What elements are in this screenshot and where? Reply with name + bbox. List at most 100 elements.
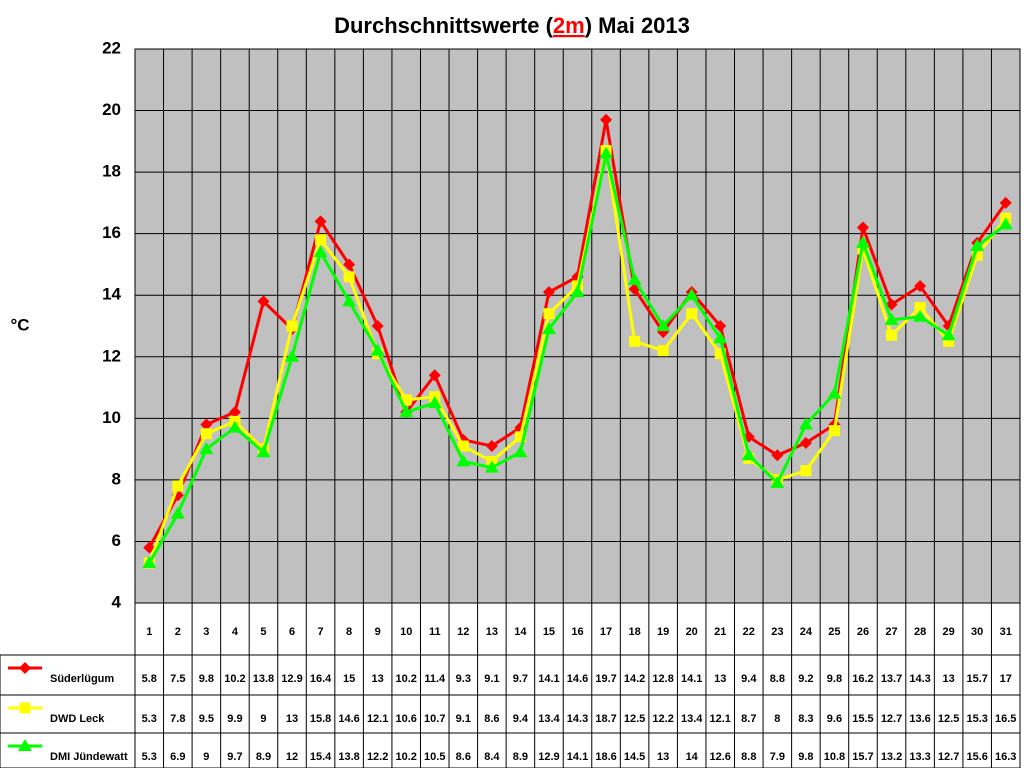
value-label: 12.5 bbox=[938, 713, 959, 725]
marker bbox=[943, 335, 955, 347]
marker bbox=[484, 460, 499, 473]
value-label: 9.5 bbox=[199, 713, 214, 725]
value-label: 8.9 bbox=[256, 751, 271, 763]
value-label: 13 bbox=[714, 673, 726, 685]
marker bbox=[427, 395, 442, 408]
value-label: 18.7 bbox=[595, 713, 616, 725]
marker bbox=[485, 440, 498, 453]
x-tick-label: 9 bbox=[375, 626, 381, 638]
marker bbox=[741, 448, 756, 461]
marker bbox=[914, 279, 927, 292]
value-label: 9.9 bbox=[227, 713, 242, 725]
marker bbox=[599, 146, 614, 159]
marker bbox=[998, 217, 1013, 230]
value-label: 13 bbox=[286, 713, 298, 725]
marker bbox=[199, 442, 214, 455]
value-label: 9.7 bbox=[513, 673, 528, 685]
value-label: 8.3 bbox=[798, 713, 813, 725]
value-label: 17 bbox=[1000, 673, 1012, 685]
marker bbox=[400, 394, 412, 406]
x-tick-label: 8 bbox=[346, 626, 352, 638]
marker bbox=[657, 345, 669, 357]
x-tick-label: 10 bbox=[400, 626, 412, 638]
value-label: 10.2 bbox=[395, 673, 416, 685]
value-label: 8 bbox=[774, 713, 780, 725]
x-tick-label: 15 bbox=[543, 626, 555, 638]
marker bbox=[770, 475, 785, 488]
value-label: 14.3 bbox=[567, 713, 588, 725]
value-label: 16.5 bbox=[995, 713, 1016, 725]
x-tick-label: 7 bbox=[318, 626, 324, 638]
value-label: 15.4 bbox=[310, 751, 332, 763]
marker bbox=[541, 322, 556, 335]
marker bbox=[799, 436, 812, 449]
x-tick-label: 16 bbox=[571, 626, 583, 638]
value-label: 14.5 bbox=[624, 751, 645, 763]
y-tick-label: 22 bbox=[102, 38, 121, 57]
value-label: 8.8 bbox=[770, 673, 785, 685]
value-label: 14.1 bbox=[567, 751, 588, 763]
marker bbox=[18, 739, 32, 751]
y-tick-label: 12 bbox=[102, 346, 121, 365]
x-tick-label: 2 bbox=[175, 626, 181, 638]
value-label: 10.2 bbox=[224, 673, 245, 685]
value-label: 12.2 bbox=[367, 751, 388, 763]
marker bbox=[542, 286, 555, 299]
value-label: 12.1 bbox=[367, 713, 388, 725]
value-label: 15 bbox=[343, 673, 355, 685]
value-label: 8.7 bbox=[741, 713, 756, 725]
x-tick-label: 14 bbox=[514, 626, 527, 638]
plot-area bbox=[134, 48, 1021, 604]
marker bbox=[543, 308, 555, 320]
value-label: 14.1 bbox=[681, 673, 702, 685]
marker bbox=[19, 662, 31, 674]
y-tick-label: 18 bbox=[102, 162, 121, 181]
value-label: 9.2 bbox=[798, 673, 813, 685]
marker bbox=[686, 308, 698, 320]
x-tick-label: 18 bbox=[628, 626, 640, 638]
marker bbox=[800, 465, 812, 477]
marker bbox=[627, 272, 642, 285]
value-label: 13.3 bbox=[909, 751, 930, 763]
marker bbox=[886, 329, 898, 341]
marker bbox=[941, 328, 956, 341]
marker bbox=[456, 454, 471, 467]
y-tick-label: 10 bbox=[102, 408, 121, 427]
value-label: 9 bbox=[260, 713, 266, 725]
value-label: 14.2 bbox=[624, 673, 645, 685]
x-tick-label: 25 bbox=[828, 626, 840, 638]
marker bbox=[714, 348, 726, 360]
marker bbox=[19, 702, 31, 714]
marker bbox=[342, 294, 357, 307]
x-tick-label: 27 bbox=[885, 626, 897, 638]
marker bbox=[629, 335, 641, 347]
value-label: 14.3 bbox=[909, 673, 930, 685]
y-tick-label: 8 bbox=[112, 469, 121, 488]
x-tick-label: 13 bbox=[486, 626, 498, 638]
marker bbox=[970, 238, 985, 251]
marker bbox=[315, 234, 327, 246]
marker bbox=[200, 428, 212, 440]
x-tick-label: 20 bbox=[686, 626, 698, 638]
value-label: 13.4 bbox=[681, 713, 703, 725]
value-label: 12.7 bbox=[881, 713, 902, 725]
value-label: 15.3 bbox=[966, 713, 987, 725]
marker bbox=[227, 420, 242, 433]
x-tick-label: 31 bbox=[1000, 626, 1012, 638]
value-label: 9.7 bbox=[227, 751, 242, 763]
marker bbox=[314, 215, 327, 228]
value-label: 16.4 bbox=[310, 673, 332, 685]
value-label: 12.1 bbox=[710, 713, 731, 725]
value-label: 12.8 bbox=[652, 673, 673, 685]
value-label: 11.4 bbox=[424, 673, 446, 685]
marker bbox=[713, 331, 728, 344]
x-tick-label: 1 bbox=[146, 626, 152, 638]
value-label: 9.8 bbox=[199, 673, 214, 685]
value-label: 10.8 bbox=[824, 751, 845, 763]
value-label: 7.8 bbox=[170, 713, 185, 725]
title-part: 2m bbox=[553, 13, 585, 38]
x-tick-label: 4 bbox=[232, 626, 239, 638]
value-label: 9.1 bbox=[484, 673, 499, 685]
legend-label: Süderlügum bbox=[50, 673, 114, 685]
x-tick-label: 12 bbox=[457, 626, 469, 638]
